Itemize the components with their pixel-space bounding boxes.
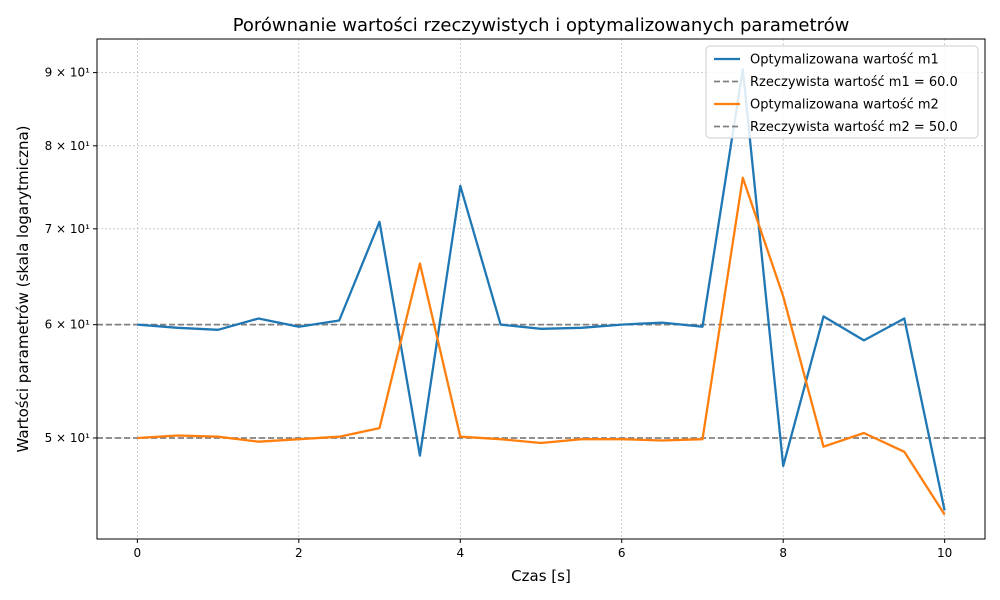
x-axis-label: Czas [s] [511,567,571,585]
legend-label-0: Optymalizowana wartość m1 [750,53,939,68]
y-tick-label: 9 × 10¹ [45,66,91,80]
legend-box [705,45,979,139]
x-axis: 0 2 4 6 8 10 [134,539,952,560]
legend-label-3: Rzeczywista wartość m2 = 50.0 [750,120,958,135]
x-tick-label: 6 [618,546,626,560]
y-tick-label: 5 × 10¹ [45,431,91,445]
series-line-0 [137,68,946,511]
x-tick-label: 8 [779,546,787,560]
legend-label-1: Rzeczywista wartość m1 = 60.0 [750,75,958,90]
legend: Optymalizowana wartość m1 Rzeczywista war… [705,45,979,139]
x-tick-label: 2 [295,546,303,560]
x-tick-label: 4 [456,546,464,560]
y-tick-label: 8 × 10¹ [45,139,91,153]
chart-title: Porównanie wartości rzeczywistych i opty… [233,15,850,36]
plot-frame [96,38,986,540]
y-tick-label: 7 × 10¹ [45,222,91,236]
series-lines [137,68,946,516]
y-axis-label: Wartości parametrów (skala logarytmiczna… [14,126,32,453]
x-tick-label: 0 [134,546,142,560]
x-tick-label: 10 [937,546,952,560]
series-line-2 [137,176,946,516]
y-axis: 5 × 10¹ 6 × 10¹ 7 × 10¹ 8 × 10¹ 9 × 10¹ [45,66,97,445]
legend-label-2: Optymalizowana wartość m2 [750,98,939,113]
y-tick-label: 6 × 10¹ [45,318,91,332]
